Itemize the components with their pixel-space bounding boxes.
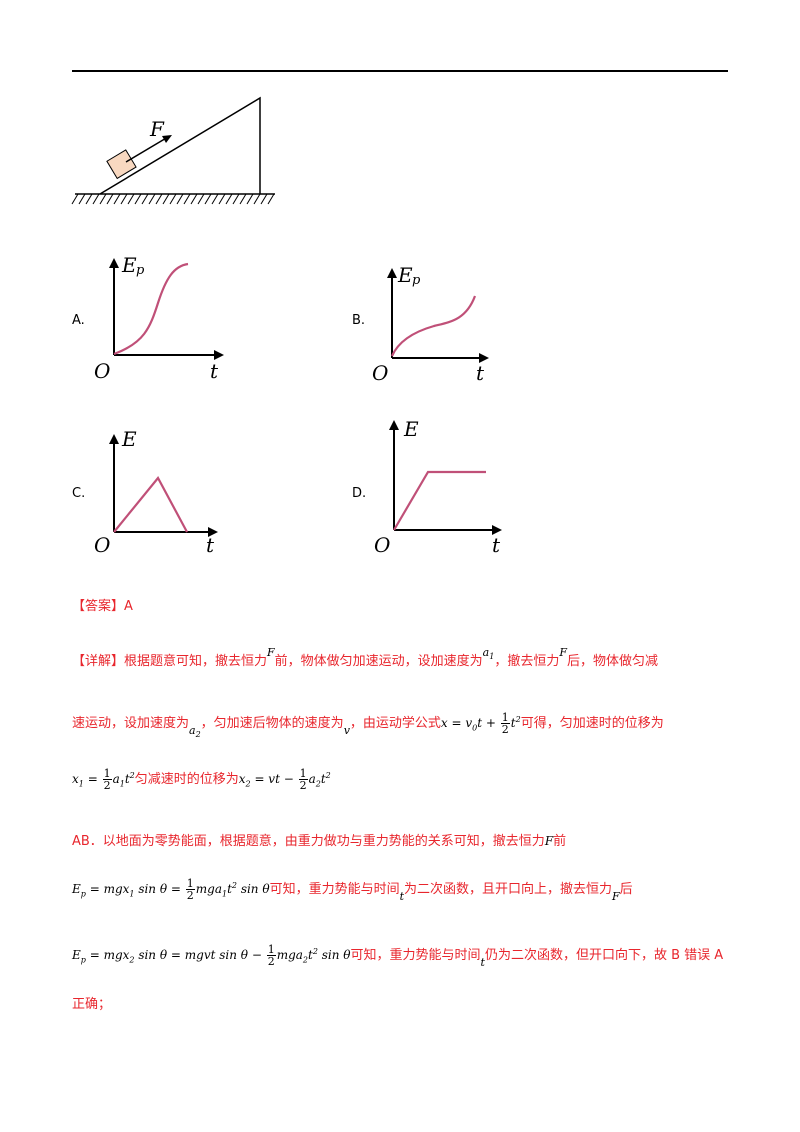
explanation-line-7: 正确； [72, 997, 112, 1012]
answer-value: A [124, 599, 133, 614]
answer-label: 【答案】 [72, 599, 125, 614]
option-a-graph: E p O t [94, 253, 224, 383]
option-d-graph: E O t [374, 417, 502, 557]
option-a-xlabel: t [210, 359, 219, 383]
option-c-origin: O [94, 533, 110, 557]
option-c-xlabel: t [206, 533, 215, 557]
option-a-ylabel: E [121, 253, 137, 277]
explanation-line-1: 【详解】根据题意可知，撤去恒力F前，物体做匀加速运动，设加速度为a1，撤去恒力F… [72, 646, 658, 669]
option-c-label: C. [72, 486, 86, 501]
option-d-label: D. [352, 486, 367, 501]
header-rule [72, 70, 728, 72]
option-d-xlabel: t [492, 533, 501, 557]
answer-line: 【答案】A [72, 595, 133, 614]
force-label: F [149, 117, 165, 141]
explanation-line-6: Ep = mgx2 sin θ = mgvt sin θ − 1 2 mga2t2 … [72, 943, 724, 969]
explanation-line-5: Ep = mgx1 sin θ = 1 2 mga1t2 sin θ可知，重力势能与… [72, 877, 633, 903]
option-b-xlabel: t [476, 361, 485, 383]
option-b-ysub: p [412, 273, 421, 288]
option-a-label: A. [72, 313, 85, 328]
option-a-origin: O [94, 359, 110, 383]
explanation-line-2: 速运动，设加速度为a2，匀加速后物体的速度为v，由运动学公式x = v0t + … [72, 711, 664, 740]
explanation-line-4: AB．以地面为零势能面，根据题意，由重力做功与重力势能的关系可知，撤去恒力F前 [72, 834, 567, 849]
option-b-origin: O [372, 361, 388, 383]
incline-diagram: F [71, 96, 275, 205]
option-c-ylabel: E [121, 427, 137, 451]
explanation-line-3: x1 = 1 2 a1t2匀减速时的位移为x2 = vt − 1 2 a2t2 [72, 767, 331, 792]
option-d-ylabel: E [403, 417, 419, 441]
option-b-graph: E p O t [372, 263, 489, 383]
option-c-graph: E O t [94, 427, 218, 557]
option-a-ysub: p [136, 263, 145, 278]
block [106, 149, 137, 180]
option-b-ylabel: E [397, 263, 413, 287]
force-arrow [125, 136, 169, 163]
option-b-label: B. [352, 313, 366, 328]
option-d-origin: O [374, 533, 390, 557]
